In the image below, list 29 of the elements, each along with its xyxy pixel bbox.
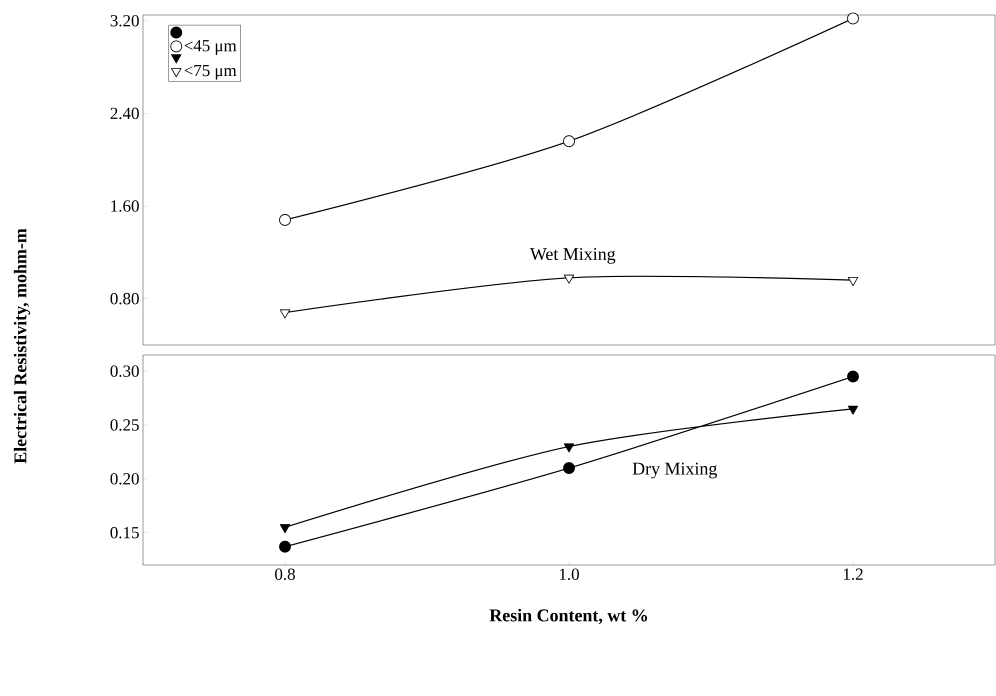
- annotation: Dry Mixing: [632, 462, 718, 478]
- x-axis-title: Resin Content, wt %: [490, 608, 648, 624]
- y-tick-label: 3.20: [110, 15, 139, 27]
- y-tick-label: 0.20: [110, 473, 139, 485]
- x-tick-label: 1.2: [844, 568, 863, 580]
- point: [279, 214, 291, 226]
- x-tick-label: 0.8: [275, 568, 295, 580]
- x-tick-label: 1.0: [560, 568, 579, 580]
- point: [563, 462, 575, 474]
- y-axis-title: Electrical Resistivity, mohm-m: [14, 228, 30, 464]
- y-tick-label: 0.15: [110, 526, 139, 538]
- point: [848, 406, 858, 415]
- point: [564, 274, 574, 284]
- point: [847, 12, 859, 24]
- point: [563, 135, 575, 148]
- point: [564, 443, 574, 452]
- y-tick-label: 0.25: [110, 419, 139, 431]
- legend-label: <75 μm: [184, 64, 236, 80]
- legend-label: <45 μm: [184, 40, 236, 55]
- y-tick-label: 0.80: [110, 292, 139, 304]
- point: [848, 277, 858, 286]
- point: [280, 524, 290, 534]
- y-tick-label: 0.30: [110, 365, 139, 377]
- annotation: Wet Mixing: [530, 248, 616, 264]
- point: [847, 370, 859, 382]
- point: [279, 540, 291, 553]
- y-tick-label: 1.60: [111, 200, 139, 212]
- point: [280, 309, 290, 318]
- y-tick-label: 2.40: [110, 108, 139, 120]
